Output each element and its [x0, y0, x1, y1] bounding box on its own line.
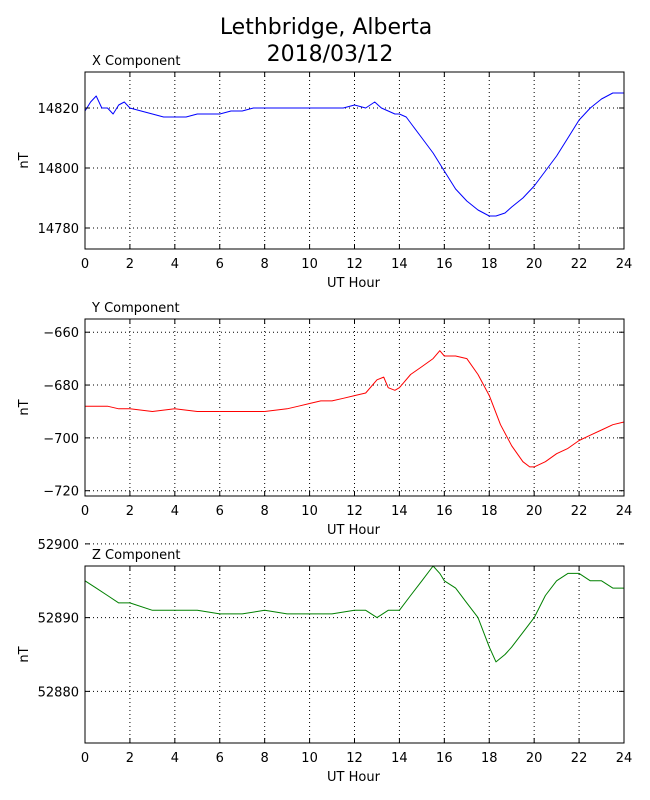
x-tick-label: 10 [301, 504, 318, 519]
x-tick-label: 12 [346, 257, 363, 272]
x-tick-label: 10 [301, 257, 318, 272]
y-tick-label: 14820 [38, 102, 79, 117]
x-tick-label: 20 [526, 504, 543, 519]
x-tick-label: 12 [346, 504, 363, 519]
panel-title: Y Component [91, 301, 180, 316]
x-axis-label: UT Hour [327, 276, 381, 291]
series-line-2-1 [85, 350, 625, 468]
x-tick-label: 20 [526, 751, 543, 766]
x-tick-label: 16 [436, 257, 453, 272]
chart-title-line1: Lethbridge, Alberta [220, 15, 432, 40]
x-tick-label: 24 [616, 504, 633, 519]
x-tick-label: 2 [126, 257, 134, 272]
y-tick-label: 52900 [38, 538, 79, 553]
x-tick-label: 6 [216, 504, 224, 519]
x-tick-label: 12 [346, 751, 363, 766]
y-tick-label: 14780 [38, 222, 79, 237]
x-tick-label: 4 [171, 257, 179, 272]
x-tick-label: 14 [391, 751, 408, 766]
x-tick-label: 8 [261, 257, 269, 272]
y-tick-label: −700 [43, 432, 79, 447]
y-axis-label: nT [17, 399, 32, 415]
x-tick-label: 6 [216, 751, 224, 766]
x-tick-label: 16 [436, 504, 453, 519]
panel-title: X Component [92, 54, 181, 69]
x-tick-label: 0 [81, 257, 89, 272]
x-axis-label: UT Hour [327, 523, 381, 538]
x-tick-label: 24 [616, 751, 633, 766]
x-tick-label: 4 [171, 504, 179, 519]
x-axis-label: UT Hour [327, 770, 381, 785]
x-tick-label: 16 [436, 751, 453, 766]
x-tick-label: 14 [391, 257, 408, 272]
x-tick-label: 2 [126, 504, 134, 519]
x-tick-label: 18 [481, 257, 498, 272]
y-axis-label: nT [17, 152, 32, 168]
x-tick-label: 10 [301, 751, 318, 766]
x-tick-label: 20 [526, 257, 543, 272]
y-tick-label: 14800 [38, 162, 79, 177]
y-tick-label: −680 [43, 379, 79, 394]
x-tick-label: 22 [571, 257, 588, 272]
x-tick-label: 24 [616, 257, 633, 272]
x-tick-label: 0 [81, 504, 89, 519]
y-tick-label: 52890 [38, 612, 79, 627]
y-tick-label: 52880 [38, 685, 79, 700]
x-tick-label: 4 [171, 751, 179, 766]
x-tick-label: 18 [481, 751, 498, 766]
x-tick-label: 6 [216, 257, 224, 272]
series-line-1-1 [84, 92, 624, 217]
x-tick-label: 2 [126, 751, 134, 766]
panel-title: Z Component [92, 548, 181, 563]
x-tick-label: 0 [81, 751, 89, 766]
y-tick-label: −720 [43, 485, 79, 500]
y-axis-label: nT [17, 646, 32, 662]
x-tick-label: 8 [261, 751, 269, 766]
series-line-3-1 [84, 565, 624, 663]
x-tick-label: 18 [481, 504, 498, 519]
x-tick-label: 14 [391, 504, 408, 519]
x-tick-label: 22 [571, 751, 588, 766]
x-tick-label: 8 [261, 504, 269, 519]
x-tick-label: 22 [571, 504, 588, 519]
y-tick-label: −660 [43, 326, 79, 341]
chart-title-line2: 2018/03/12 [267, 42, 394, 67]
